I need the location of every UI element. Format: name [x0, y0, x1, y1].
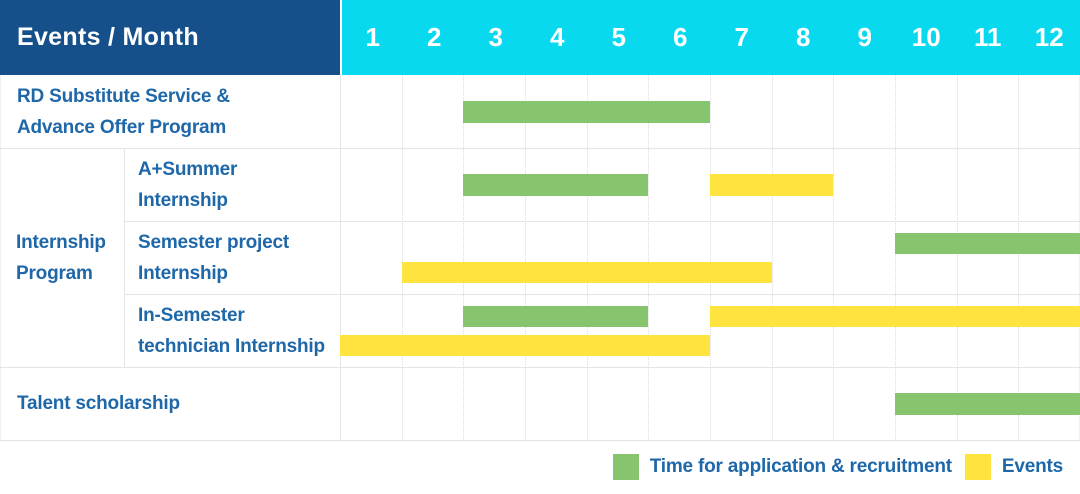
month-header-2: 2	[427, 22, 442, 52]
month-gridline-3	[525, 75, 526, 440]
month-header-10: 10	[911, 22, 941, 52]
month-header-7: 7	[734, 22, 749, 52]
row-label-4: Talent scholarship	[17, 393, 180, 414]
gantt-bar-recruitment-row4-0	[895, 393, 1080, 415]
month-gridline-6	[710, 75, 711, 440]
month-gridline-9	[895, 75, 896, 440]
gantt-bar-recruitment-row1-0	[463, 174, 649, 196]
gantt-bar-recruitment-row3-0	[463, 306, 649, 327]
month-header-5: 5	[611, 22, 626, 52]
legend-label-recruitment: Time for application & recruitment	[649, 456, 952, 477]
gantt-bar-recruitment-row2-0	[895, 233, 1080, 254]
legend: Time for application & recruitment Event…	[0, 440, 1080, 494]
month-gridline-11	[1018, 75, 1020, 440]
gantt-bar-events-row3-2	[340, 335, 710, 356]
month-header-6: 6	[673, 22, 688, 52]
row-divider-1	[124, 221, 1080, 222]
recruitment-swatch-icon	[612, 454, 639, 480]
header-events-month-label: Events / Month	[17, 23, 199, 51]
month-gridline-8	[833, 75, 835, 440]
group-sub-divider	[124, 148, 125, 367]
header-events-month: Events / Month	[0, 0, 340, 75]
month-gridline-1	[401, 75, 403, 440]
row-divider-0	[0, 148, 1080, 149]
gantt-bar-events-row2-1	[401, 262, 772, 283]
legend-item-events: Events	[964, 454, 1063, 480]
month-header-3: 3	[488, 22, 503, 52]
events-swatch-icon	[964, 454, 991, 480]
labels-chart-divider	[340, 75, 341, 440]
row-divider-2	[124, 294, 1080, 295]
legend-item-recruitment: Time for application & recruitment	[612, 454, 952, 480]
gantt-bar-events-row3-1	[710, 306, 1080, 327]
legend-label-events: Events	[1001, 456, 1063, 477]
month-header-8: 8	[796, 22, 811, 52]
row-group-label-internship-program: Internship Program	[16, 231, 106, 284]
month-header-4: 4	[550, 22, 565, 52]
row-label-0: RD Substitute Service & Advance Offer Pro…	[17, 85, 230, 138]
row-label-3: In-Semester technician Internship	[138, 304, 325, 357]
month-header-12: 12	[1034, 22, 1064, 52]
row-label-1: A+Summer Internship	[138, 158, 238, 211]
month-gridline-10	[956, 75, 958, 440]
header-months-row: 1 2 3 4 5 6 7 8 9 10 11 12	[340, 0, 1080, 75]
month-gridline-2	[463, 75, 465, 440]
row-divider-4	[0, 440, 1080, 441]
row-divider-3	[0, 367, 1080, 368]
month-gridline-7	[771, 75, 773, 440]
gantt-bar-events-row1-1	[710, 174, 834, 196]
row-label-2: Semester project Internship	[138, 231, 289, 284]
month-header-1: 1	[365, 22, 380, 52]
month-gridline-5	[648, 75, 650, 440]
month-header-11: 11	[974, 22, 1002, 52]
month-gridline-4	[586, 75, 588, 440]
gantt-bar-recruitment-row0-0	[463, 101, 710, 123]
month-header-9: 9	[857, 22, 872, 52]
